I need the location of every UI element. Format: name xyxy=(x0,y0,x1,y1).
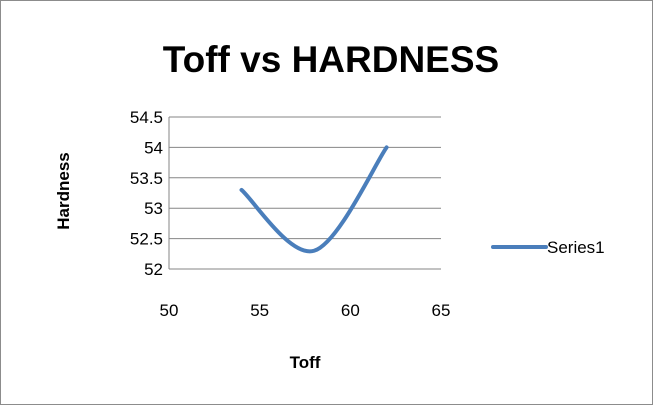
y-tick-label: 52 xyxy=(144,260,163,279)
y-tick-label: 54 xyxy=(144,138,163,157)
y-tick-labels: 54.5 54 53.5 53 52.5 52 xyxy=(130,108,163,279)
legend-label-series1: Series1 xyxy=(547,238,605,257)
x-tick-labels: 50 55 60 65 xyxy=(160,301,451,320)
y-tick-label: 52.5 xyxy=(130,230,163,249)
x-tick-label: 60 xyxy=(341,301,360,320)
x-tick-label: 55 xyxy=(250,301,269,320)
y-tick-label: 54.5 xyxy=(130,108,163,127)
y-tick-label: 53.5 xyxy=(130,169,163,188)
series-layer xyxy=(241,147,386,251)
chart-title: Toff vs HARDNESS xyxy=(163,39,499,80)
y-tick-label: 53 xyxy=(144,199,163,218)
series-line-series1 xyxy=(242,147,387,251)
x-tick-label: 65 xyxy=(432,301,451,320)
x-tick-label: 50 xyxy=(160,301,179,320)
legend: Series1 xyxy=(493,238,605,257)
x-axis-title: Toff xyxy=(290,353,321,372)
y-axis-title: Hardness xyxy=(54,152,73,229)
gridlines xyxy=(169,117,441,269)
